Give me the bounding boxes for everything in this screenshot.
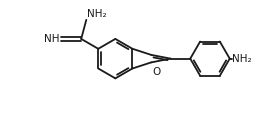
- Text: NH₂: NH₂: [87, 9, 107, 19]
- Text: O: O: [153, 67, 161, 77]
- Text: NH₂: NH₂: [232, 54, 251, 64]
- Text: NH: NH: [44, 34, 60, 44]
